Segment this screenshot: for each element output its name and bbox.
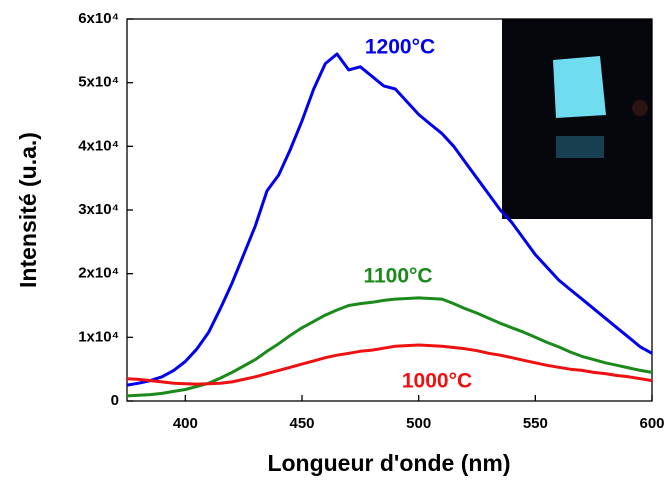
x-tick-label: 450: [289, 415, 314, 432]
x-tick-label: 550: [523, 415, 548, 432]
series-label: 1200°C: [365, 36, 435, 59]
inset-sample: [553, 56, 606, 118]
y-tick-label: 0: [111, 392, 119, 409]
y-tick-label: 6x10⁴: [78, 10, 119, 27]
y-tick-label: 3x10⁴: [78, 201, 119, 218]
series-label: 1100°C: [363, 265, 432, 288]
y-tick-label: 2x10⁴: [78, 265, 119, 282]
inset-reflection: [556, 136, 604, 158]
inset-photo: [502, 19, 652, 219]
x-tick-label: 600: [639, 415, 664, 432]
y-tick-label: 5x10⁴: [78, 74, 119, 91]
inset-spot: [632, 100, 648, 116]
y-tick-label: 1x10⁴: [78, 328, 119, 345]
y-axis-title: Intensité (u.a.): [15, 132, 41, 288]
series-line: [126, 52, 653, 387]
series-line: [126, 296, 653, 398]
x-axis-title: Longueur d'onde (nm): [267, 450, 510, 476]
series-label: 1000°C: [402, 370, 472, 393]
series-line: [126, 343, 653, 386]
inset-frame: [502, 19, 652, 219]
x-tick-label: 500: [406, 415, 431, 432]
x-tick-label: 400: [173, 415, 198, 432]
y-tick-label: 4x10⁴: [78, 137, 119, 154]
